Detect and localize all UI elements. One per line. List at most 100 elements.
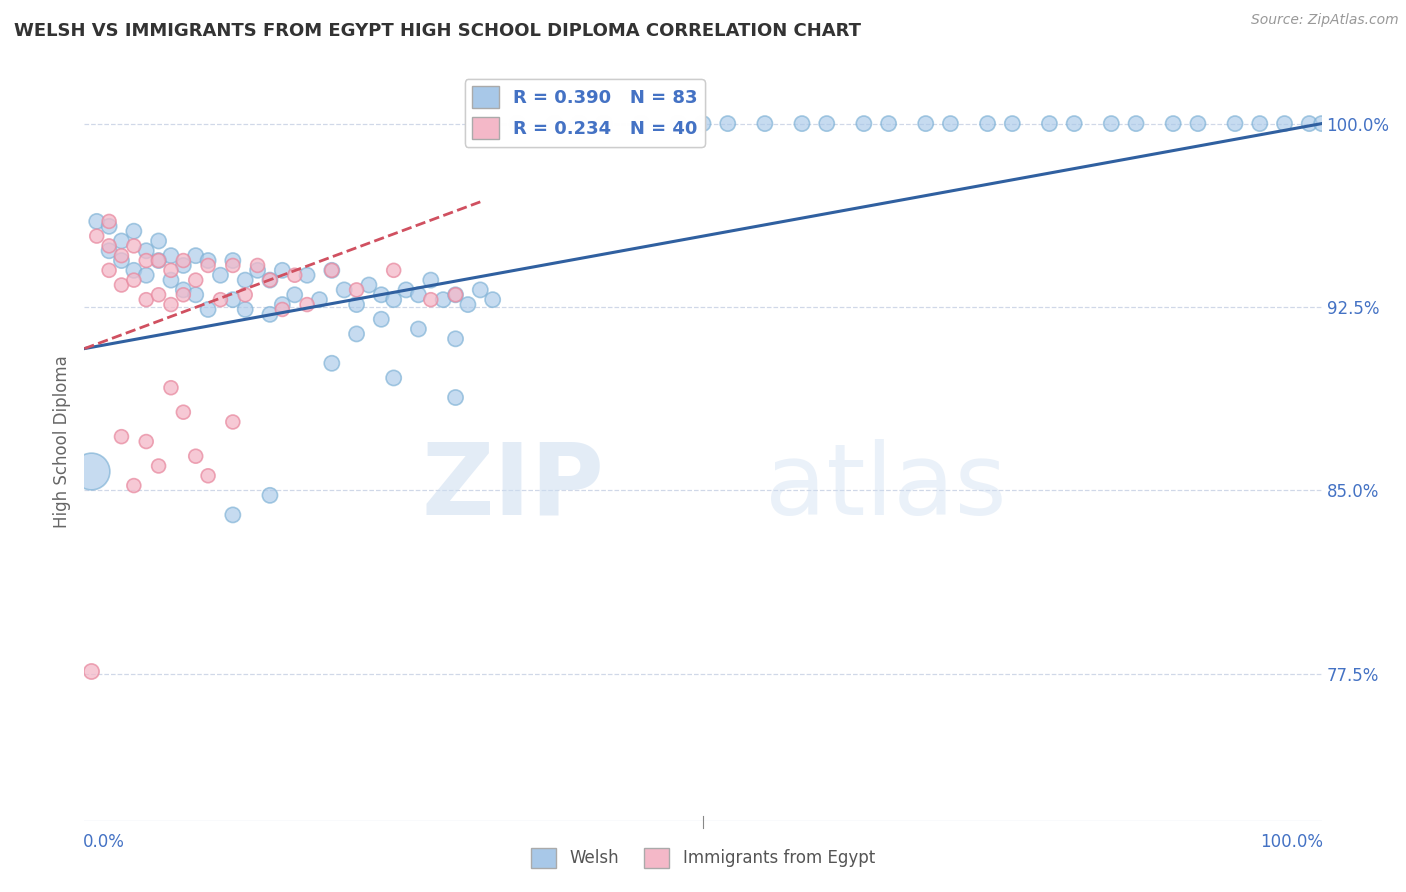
Point [271,263,294,277]
Point [1161,117,1184,131]
Point [432,293,454,307]
Point [148,458,170,473]
Point [1187,117,1209,131]
Point [160,381,183,395]
Text: ZIP: ZIP [422,439,605,535]
Point [1001,117,1024,131]
Point [209,268,232,283]
Point [271,302,294,317]
Point [233,302,256,317]
Point [976,117,998,131]
Point [692,117,714,131]
Point [1310,117,1333,131]
Point [790,117,813,131]
Point [295,297,318,311]
Text: atlas: atlas [765,439,1007,535]
Point [419,273,441,287]
Point [110,278,132,293]
Legend: R = 0.390   N = 83, R = 0.234   N = 40: R = 0.390 N = 83, R = 0.234 N = 40 [464,79,704,146]
Point [122,239,145,253]
Point [233,273,256,287]
Point [222,253,245,268]
Point [346,326,368,341]
Text: WELSH VS IMMIGRANTS FROM EGYPT HIGH SCHOOL DIPLOMA CORRELATION CHART: WELSH VS IMMIGRANTS FROM EGYPT HIGH SCHO… [14,22,860,40]
Point [852,117,875,131]
Point [222,508,245,522]
Point [160,249,183,263]
Point [444,391,467,405]
Point [172,287,194,301]
Point [197,302,219,317]
Point [110,234,132,248]
Point [395,283,418,297]
Point [148,234,170,248]
Point [184,249,207,263]
Point [1125,117,1147,131]
Point [284,268,307,283]
Point [246,259,269,273]
Point [717,117,740,131]
Point [135,268,157,283]
Point [110,249,132,263]
Point [877,117,900,131]
Point [506,117,529,131]
Point [172,283,194,297]
Point [209,293,232,307]
Point [914,117,936,131]
Point [295,268,318,283]
Point [233,287,256,301]
Point [135,293,157,307]
Point [184,449,207,463]
Point [259,273,281,287]
Point [1298,117,1320,131]
Point [259,307,281,321]
Point [271,297,294,311]
Point [122,224,145,238]
Point [98,214,121,228]
Point [197,253,219,268]
Point [419,293,441,307]
Point [98,219,121,234]
Point [346,283,368,297]
Point [79,464,101,478]
Point [184,273,207,287]
Point [543,117,565,131]
Point [148,253,170,268]
Point [148,253,170,268]
Point [98,244,121,258]
Point [357,278,380,293]
Point [444,332,467,346]
Point [1063,117,1085,131]
Point [1038,117,1060,131]
Point [1249,117,1271,131]
Point [284,287,307,301]
Point [246,263,269,277]
Point [321,356,343,370]
Point [79,665,101,679]
Point [122,263,145,277]
Point [408,287,430,301]
Y-axis label: High School Diploma: High School Diploma [53,355,72,528]
Point [172,253,194,268]
Point [444,287,467,301]
Point [346,297,368,311]
Text: Source: ZipAtlas.com: Source: ZipAtlas.com [1251,13,1399,28]
Point [754,117,776,131]
Point [630,117,652,131]
Text: 0.0%: 0.0% [83,833,125,851]
Point [408,322,430,336]
Point [444,287,467,301]
Point [815,117,838,131]
Point [1223,117,1246,131]
Point [86,229,108,244]
Point [321,263,343,277]
Point [666,117,689,131]
Point [470,283,492,297]
Point [382,371,405,385]
Point [148,287,170,301]
Point [122,273,145,287]
Point [593,117,616,131]
Text: 100.0%: 100.0% [1260,833,1323,851]
Point [370,312,392,326]
Point [160,273,183,287]
